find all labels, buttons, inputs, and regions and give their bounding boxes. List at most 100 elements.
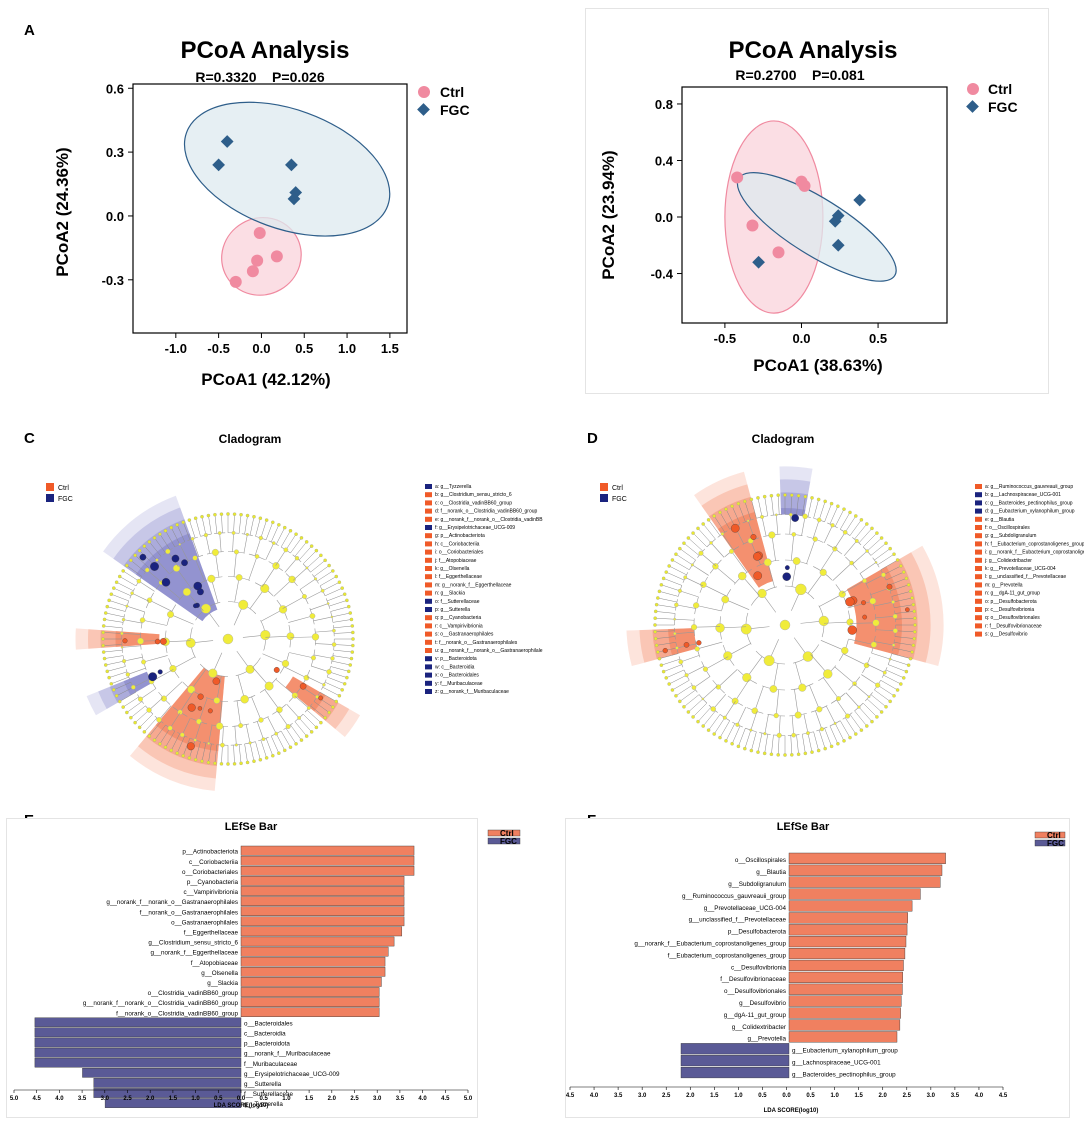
- clado-c-branch: [119, 691, 137, 702]
- clado-d-highlight-sector: [780, 492, 809, 517]
- clado-d-branch: [688, 698, 704, 713]
- clado-c-arc: [165, 630, 168, 653]
- clado-c-branch: [127, 667, 146, 675]
- clado-c-branch: [167, 551, 179, 568]
- clado-c-leaf-node: [346, 669, 351, 674]
- clado-d-leaf-node: [913, 623, 917, 627]
- clado-c-branch: [151, 669, 174, 682]
- clado-c-leaf-node: [137, 548, 142, 553]
- clado-c-node: [271, 541, 276, 545]
- clado-c-node: [121, 617, 126, 622]
- clado-d-node: [710, 706, 716, 712]
- clado-c-node: [330, 656, 335, 661]
- clado-c-branch: [165, 730, 176, 748]
- clado-d-branch: [807, 497, 813, 517]
- clado-d-leaf-node: [884, 541, 888, 545]
- clado-c-node: [207, 574, 216, 583]
- clado-d-arc: [742, 518, 754, 524]
- pcoa-a-point-ctrl: [270, 250, 283, 263]
- clado-d-leaf-node: [899, 564, 903, 568]
- clado-c-branch: [208, 724, 213, 744]
- clado-d-taxon-label: r: f__Desulfovibrionaceae: [985, 623, 1042, 629]
- clado-d-taxon-label: l: g__unclassified_f__Prevotellaceae: [985, 574, 1066, 580]
- clado-c-leaf-node: [294, 742, 298, 746]
- clado-c-taxon-swatch: [425, 582, 432, 588]
- clado-c-arc: [121, 627, 123, 640]
- clado-c-leaf-node: [337, 693, 342, 698]
- clado-d-taxon-swatch: [975, 500, 982, 506]
- clado-c-branch: [333, 649, 353, 653]
- clado-d-branch: [849, 519, 862, 536]
- clado-c-node: [264, 681, 274, 691]
- clado-d-leaf-node: [911, 643, 916, 648]
- clado-d-legend-ctrl-swatch: [600, 483, 608, 491]
- clado-d-branch: [790, 495, 793, 515]
- clado-d-node: [694, 646, 700, 652]
- clado-c-branch: [290, 537, 302, 554]
- clado-d-taxon-swatch: [975, 566, 982, 571]
- clado-c-arc: [122, 655, 126, 667]
- clado-d-leaf-node: [836, 504, 840, 508]
- clado-c-node: [288, 575, 296, 584]
- clado-d-branch: [885, 669, 904, 679]
- clado-c-leaf-node: [121, 705, 125, 709]
- clado-c-branch: [282, 596, 305, 609]
- clado-c-branch: [171, 733, 180, 751]
- clado-d-node: [857, 705, 861, 709]
- clado-c-branch: [138, 580, 155, 592]
- clado-c-branch: [243, 534, 248, 554]
- clado-c-leaf-node: [304, 734, 309, 738]
- pcoa-a-xtick-label: 1.0: [338, 341, 356, 356]
- clado-c-branch: [148, 697, 164, 711]
- clado-d-leaf-node: [899, 682, 903, 686]
- clado-d-branch: [761, 516, 767, 537]
- clado-c-arc: [189, 737, 201, 742]
- clado-c-leaf-node: [102, 656, 107, 661]
- clado-c-branch: [104, 655, 124, 659]
- clado-c-leaf-node: [175, 523, 179, 527]
- lefse-e-legend-fgc: FGC: [500, 837, 517, 846]
- clado-d-leaf-node: [842, 739, 846, 743]
- clado-c-branch: [294, 695, 309, 709]
- clado-d-node: [702, 666, 709, 672]
- clado-d-node: [888, 657, 892, 661]
- pcoa-a-ellipse-ctrl: [221, 216, 302, 296]
- clado-d-branch: [672, 559, 690, 570]
- clado-d-branch: [843, 653, 867, 666]
- clado-d-branch: [810, 654, 828, 675]
- clado-d-leaf-node: [769, 752, 774, 757]
- clado-d-leaf-node: [790, 753, 794, 757]
- clado-c-arc: [244, 741, 256, 745]
- clado-c-branch: [265, 738, 274, 756]
- clado-c-node: [167, 610, 174, 618]
- clado-c-branch: [105, 660, 125, 666]
- clado-d-arc: [862, 546, 872, 556]
- clado-c-branch: [277, 710, 289, 727]
- clado-c-branch: [233, 551, 237, 577]
- clado-d-arc: [787, 734, 800, 736]
- clado-c-branch: [149, 541, 162, 557]
- clado-c-arc: [310, 649, 316, 667]
- clado-c-branch: [186, 591, 204, 611]
- clado-c-leaf-node: [101, 637, 105, 641]
- clado-c-leaf-node: [101, 630, 105, 635]
- clado-d-leaf-node: [810, 750, 814, 754]
- clado-d-arc: [675, 642, 679, 654]
- clado-c-branch: [310, 560, 326, 573]
- clado-d-node: [892, 643, 896, 647]
- clado-d-leaf-node: [696, 526, 700, 531]
- clado-c-node: [220, 742, 225, 748]
- clado-c-taxon-label: m: g__norank_f__Eggerthellaceae: [435, 582, 512, 588]
- clado-c-leaf-node: [349, 617, 354, 622]
- clado-d-leaf-node: [859, 518, 864, 522]
- clado-d-biomarker-node: [750, 534, 757, 540]
- clado-c-arc: [152, 556, 162, 565]
- clado-c-highlight-sector: [100, 630, 160, 648]
- clado-d-branch: [836, 699, 848, 717]
- clado-d-leaf-node: [762, 494, 767, 499]
- clado-d-node: [845, 713, 851, 719]
- clado-c-branch: [124, 656, 143, 662]
- clado-c-taxon-swatch: [425, 533, 432, 539]
- clado-c-node: [260, 583, 270, 593]
- pcoa-a-point-fgc: [287, 192, 301, 206]
